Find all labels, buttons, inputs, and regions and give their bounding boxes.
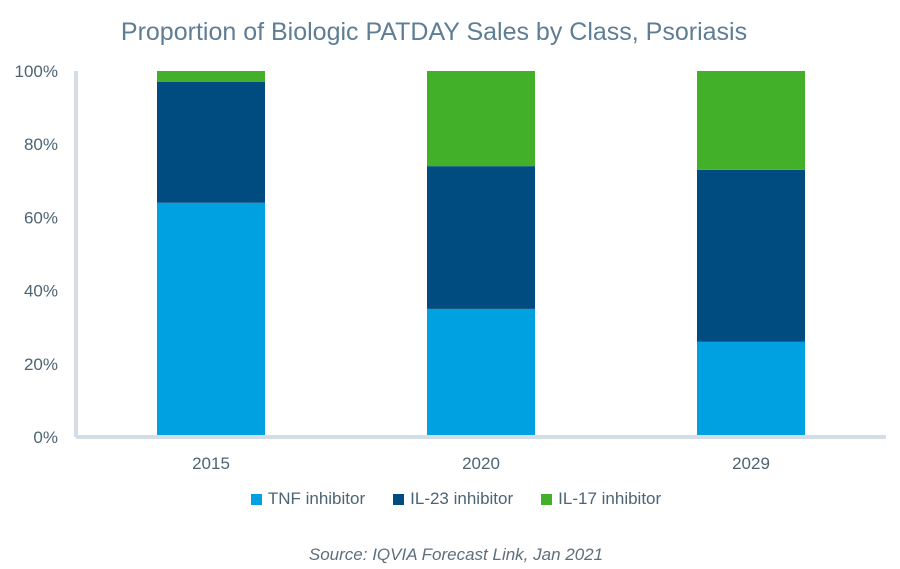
x-axis-ticks: 2015 2020 2029 bbox=[192, 454, 770, 473]
y-tick-label: 20% bbox=[24, 355, 58, 374]
bar-segment bbox=[697, 341, 805, 437]
legend-item: IL-17 inhibitor bbox=[541, 489, 661, 509]
bar-segment bbox=[697, 169, 805, 342]
bar-segment bbox=[427, 166, 535, 309]
x-tick-label: 2015 bbox=[192, 454, 230, 473]
y-tick-label: 60% bbox=[24, 208, 58, 227]
legend-swatch bbox=[250, 493, 262, 505]
legend-swatch bbox=[393, 493, 405, 505]
y-tick-label: 0% bbox=[33, 428, 58, 447]
y-tick-label: 80% bbox=[24, 135, 58, 154]
source-note: Source: IQVIA Forecast Link, Jan 2021 bbox=[308, 545, 604, 564]
x-tick-label: 2020 bbox=[462, 454, 500, 473]
y-tick-label: 40% bbox=[24, 282, 58, 301]
legend-label: IL-17 inhibitor bbox=[558, 489, 662, 508]
legend-swatch bbox=[541, 493, 553, 505]
bar-segment bbox=[427, 308, 535, 437]
x-tick-label: 2029 bbox=[732, 454, 770, 473]
bar-segment bbox=[427, 71, 535, 167]
legend-label: TNF inhibitor bbox=[267, 489, 366, 508]
legend: TNF inhibitor IL-23 inhibitor IL-17 inhibi… bbox=[0, 489, 900, 509]
bar-stacks bbox=[157, 71, 805, 437]
legend-item: TNF inhibitor bbox=[250, 489, 366, 509]
bar-segment bbox=[157, 202, 265, 437]
chart-title: Proportion of Biologic PATDAY Sales by C… bbox=[120, 18, 748, 46]
legend-item: IL-23 inhibitor bbox=[393, 489, 513, 509]
y-axis-ticks: 0% 20% 40% 60% 80% 100% bbox=[15, 62, 58, 447]
bar-segment bbox=[157, 81, 265, 203]
legend-label: IL-23 inhibitor bbox=[410, 489, 514, 508]
bar-segment bbox=[157, 71, 265, 82]
y-tick-label: 100% bbox=[15, 62, 58, 81]
bar-segment bbox=[697, 71, 805, 170]
